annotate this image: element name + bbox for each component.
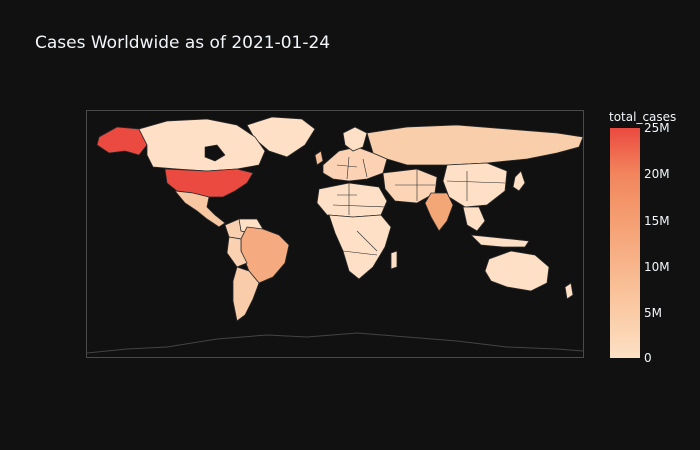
- region-north-africa[interactable]: [316, 182, 388, 218]
- country-madagascar[interactable]: [390, 250, 398, 270]
- region-southeast-asia[interactable]: [462, 206, 486, 232]
- colorbar-title: total_cases: [609, 110, 677, 124]
- country-scandinavia[interactable]: [342, 126, 368, 152]
- region-indonesia[interactable]: [469, 234, 530, 248]
- world-map[interactable]: [86, 110, 584, 358]
- country-argentina[interactable]: [232, 266, 260, 322]
- colorbar-tick-25m: 25M: [644, 121, 670, 135]
- country-china[interactable]: [442, 162, 508, 208]
- country-peru[interactable]: [226, 236, 248, 268]
- colorbar-tick-15m: 15M: [644, 214, 670, 228]
- colorbar-tick-0: 0: [644, 351, 652, 365]
- country-uk[interactable]: [314, 150, 324, 166]
- country-alaska[interactable]: [96, 126, 148, 156]
- chart-title: Cases Worldwide as of 2021-01-24: [35, 33, 331, 53]
- country-canada[interactable]: [138, 118, 266, 172]
- colorbar-tick-20m: 20M: [644, 167, 670, 181]
- country-australia[interactable]: [484, 250, 550, 292]
- country-borders: [332, 156, 506, 256]
- map-svg: [87, 116, 583, 354]
- country-new-zealand[interactable]: [564, 282, 574, 300]
- hudson-bay: [204, 144, 226, 162]
- colorbar-tick-10m: 10M: [644, 260, 670, 274]
- region-middle-east[interactable]: [382, 168, 438, 204]
- colorbar-tick-5m: 5M: [644, 306, 662, 320]
- country-russia[interactable]: [366, 124, 583, 166]
- country-japan[interactable]: [512, 170, 526, 192]
- country-united-states[interactable]: [164, 168, 254, 198]
- antarctica-outline: [87, 332, 583, 354]
- region-sub-saharan-africa[interactable]: [328, 214, 392, 280]
- country-india[interactable]: [424, 192, 454, 232]
- colorbar: [610, 128, 640, 358]
- country-mexico[interactable]: [174, 190, 226, 228]
